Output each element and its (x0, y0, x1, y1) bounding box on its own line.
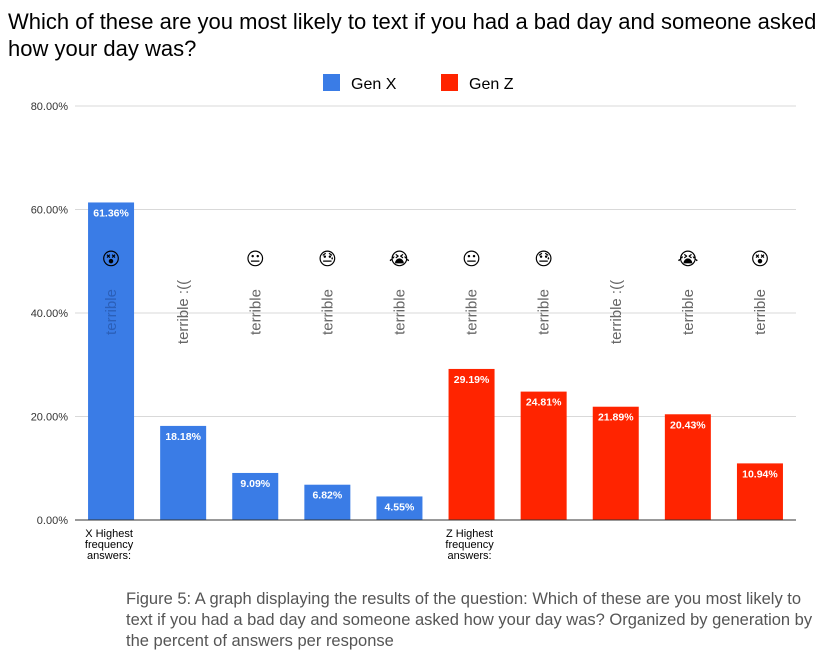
bar (664, 414, 711, 520)
emoji-annotation: 😵 (751, 249, 770, 269)
bar (232, 472, 279, 520)
bar-chart: 0.00% 20.00% 40.00% 60.00% 80.00% Gen X Gen Z… (31, 74, 796, 562)
word-annotation: terrible (319, 289, 336, 335)
bar (736, 463, 783, 520)
chart-title: Which of these are you most likely to te… (8, 9, 817, 61)
data-label: 18.18% (165, 431, 201, 443)
emoji-annotation: 😐 (462, 249, 481, 269)
data-label: 10.94% (742, 468, 778, 480)
legend-label: Gen X (351, 76, 397, 93)
word-annotation: terrible :(( (608, 280, 625, 344)
y-tick-label: 20.00% (31, 412, 69, 424)
emoji-annotation: 😓 (534, 249, 553, 269)
data-label: 6.82% (312, 490, 342, 502)
data-label: 61.36% (93, 207, 129, 219)
figure-caption: Figure 5: A graph displaying the results… (126, 590, 813, 650)
word-annotation: terrible (103, 289, 120, 335)
bar (160, 425, 207, 520)
value-labels: 61.36% 18.18% 9.09% 6.82% 4.55% 29.19% 24.81% 2… (93, 207, 778, 513)
legend-swatch (441, 74, 458, 91)
word-annotation: terrible (752, 289, 769, 335)
word-annotation: terrible (680, 289, 697, 335)
word-annotation: terrible (391, 289, 408, 335)
y-tick-label: 40.00% (31, 308, 69, 320)
data-label: 4.55% (385, 501, 415, 513)
emoji-annotations: 😵 😐 😓 😭 😐 😓 😭 😵 (102, 249, 770, 269)
data-label: 21.89% (598, 412, 634, 424)
category-label: X Highest frequency answers: (85, 528, 134, 562)
emoji-annotation: 😐 (246, 249, 265, 269)
word-annotation: terrible (464, 289, 481, 335)
emoji-annotation: 😭 (677, 249, 698, 269)
bar (592, 406, 639, 520)
bar (520, 391, 567, 520)
word-annotation: terrible (536, 289, 553, 335)
data-label: 9.09% (240, 478, 270, 490)
word-annotation: terrible :(( (175, 280, 192, 344)
bar (376, 496, 423, 520)
emoji-annotation: 😵 (102, 249, 121, 269)
bar (88, 202, 135, 520)
legend-swatch (323, 74, 340, 91)
y-tick-label: 0.00% (37, 515, 68, 527)
legend-label: Gen Z (469, 76, 514, 93)
category-label: Z Highest frequency answers: (445, 528, 494, 562)
word-annotations: terrible terrible :(( terrible terrible terr… (103, 280, 769, 344)
legend: Gen X Gen Z (323, 74, 514, 93)
category-labels: X Highest frequency answers: Z Highest frequ… (85, 528, 494, 562)
bars (88, 202, 783, 520)
emoji-annotation: 😭 (389, 249, 410, 269)
bar (304, 484, 351, 520)
y-tick-label: 60.00% (31, 205, 69, 217)
data-label: 24.81% (526, 397, 562, 409)
y-axis-ticks: 0.00% 20.00% 40.00% 60.00% 80.00% (31, 101, 69, 527)
y-tick-label: 80.00% (31, 101, 69, 113)
data-label: 20.43% (670, 419, 706, 431)
word-annotation: terrible (247, 289, 264, 335)
emoji-annotation: 😓 (318, 249, 337, 269)
data-label: 29.19% (454, 374, 490, 386)
bar (448, 368, 495, 520)
